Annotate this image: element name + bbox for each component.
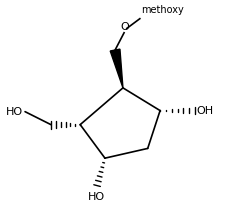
Text: OH: OH [197, 106, 214, 116]
Text: HO: HO [6, 107, 23, 117]
Text: methoxy: methoxy [141, 5, 184, 15]
Text: HO: HO [87, 192, 104, 202]
Polygon shape [110, 49, 123, 88]
Text: O: O [121, 22, 130, 32]
